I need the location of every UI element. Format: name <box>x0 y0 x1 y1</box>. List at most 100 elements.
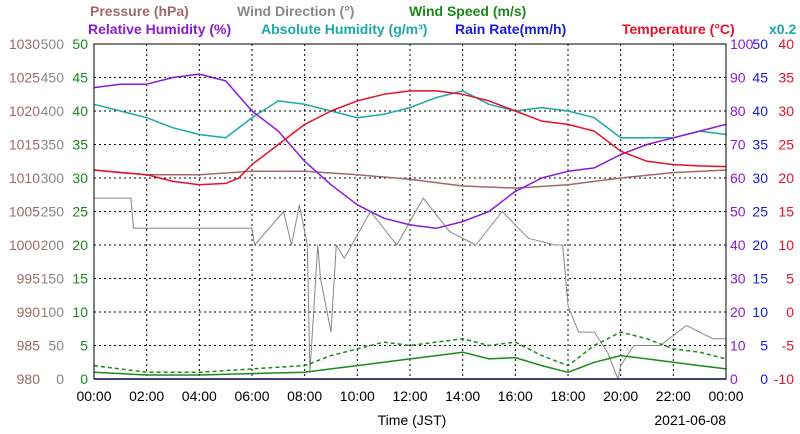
temperature-tick-label: -5 <box>782 338 795 354</box>
legend-rain-rate-mm-h: Rain Rate(mm/h) <box>455 21 566 37</box>
rain-rate-tick-label: 40 <box>752 103 768 119</box>
x-tick-label: 16:00 <box>498 388 533 404</box>
rain-rate-tick-label: 20 <box>752 237 768 253</box>
left-axes: 1030102510201015101010051000995990985980… <box>9 36 88 387</box>
relative-humidity-tick-label: 100 <box>730 36 754 52</box>
series-absolute-humidity-x0-2-g-m <box>93 90 727 139</box>
temperature-tick-label: 20 <box>778 170 794 186</box>
date-label: 2021-06-08 <box>654 412 726 428</box>
wind-speed-tick-label: 0 <box>80 371 88 387</box>
relative-humidity-tick-label: 0 <box>730 371 738 387</box>
wind-speed-tick-label: 20 <box>72 237 88 253</box>
x-tick-label: 12:00 <box>392 388 427 404</box>
rain-rate-tick-label: 0 <box>760 371 768 387</box>
rain-rate-tick-label: 45 <box>752 70 768 86</box>
wind-direction-tick-label: 400 <box>41 103 65 119</box>
wind-speed-tick-label: 40 <box>72 103 88 119</box>
temperature-tick-label: 0 <box>786 304 794 320</box>
legend-absolute-humidity-g-m: Absolute Humidity (g/m³) <box>261 21 427 37</box>
relative-humidity-tick-label: 10 <box>730 338 746 354</box>
temperature-tick-label: 15 <box>778 204 794 220</box>
rain-rate-tick-label: 15 <box>752 271 768 287</box>
wind-speed-tick-label: 5 <box>80 338 88 354</box>
right-axes: 1009080706050403020100504540353025201510… <box>730 36 794 387</box>
pressure-tick-label: 990 <box>17 304 41 320</box>
wind-speed-tick-label: 50 <box>72 36 88 52</box>
temperature-tick-label: 40 <box>778 36 794 52</box>
header-row-1: Pressure (hPa) Wind Direction (°) Wind Spe… <box>90 3 526 19</box>
x-tick-label: 00:00 <box>708 388 743 404</box>
rain-rate-tick-label: 10 <box>752 304 768 320</box>
legend-wind-speed-m-s: Wind Speed (m/s) <box>409 3 526 19</box>
x-axis-label: Time (JST) <box>378 412 447 428</box>
wind-direction-tick-label: 350 <box>41 137 65 153</box>
pressure-tick-label: 980 <box>17 371 41 387</box>
wind-direction-tick-label: 0 <box>56 371 64 387</box>
wind-direction-tick-label: 150 <box>41 271 65 287</box>
rain-rate-tick-label: 50 <box>752 36 768 52</box>
series-wind-speed-gust-m-s <box>93 331 727 374</box>
x-tick-label: 00:00 <box>76 388 111 404</box>
x-tick-label: 02:00 <box>129 388 164 404</box>
wind-speed-tick-label: 15 <box>72 271 88 287</box>
series-wind-direction <box>94 197 726 380</box>
wind-speed-tick-label: 10 <box>72 304 88 320</box>
temperature-tick-label: 5 <box>786 271 794 287</box>
relative-humidity-tick-label: 70 <box>730 137 746 153</box>
wind-speed-tick-label: 30 <box>72 170 88 186</box>
series-pressure-hpa <box>93 169 727 189</box>
x-tick-label: 22:00 <box>656 388 691 404</box>
wind-direction-tick-label: 250 <box>41 204 65 220</box>
legend-pressure-hpa: Pressure (hPa) <box>90 3 189 19</box>
x-tick-label: 04:00 <box>182 388 217 404</box>
wind-direction-tick-label: 450 <box>41 70 65 86</box>
pressure-tick-label: 1005 <box>9 204 40 220</box>
temperature-tick-label: 10 <box>778 237 794 253</box>
legend-x0-2: x0.2 <box>769 21 796 37</box>
x-axis-ticks: 00:00 02:00 04:00 06:00 08:00 10:00 12:00 14:00… <box>76 388 743 404</box>
x-tick-label: 08:00 <box>287 388 322 404</box>
pressure-tick-label: 1020 <box>9 103 40 119</box>
pressure-tick-label: 985 <box>17 338 41 354</box>
legend-temperature-c: Temperature (°C) <box>622 21 735 37</box>
plot-frame <box>93 43 727 380</box>
pressure-tick-label: 995 <box>17 271 41 287</box>
x-tick-label: 10:00 <box>340 388 375 404</box>
pressure-tick-label: 1025 <box>9 70 40 86</box>
wind-speed-tick-label: 35 <box>72 137 88 153</box>
series-wind-speed-m-s <box>93 351 727 376</box>
temperature-tick-label: 35 <box>778 70 794 86</box>
relative-humidity-tick-label: 80 <box>730 103 746 119</box>
wind-direction-tick-label: 50 <box>48 338 64 354</box>
series-temperature-c <box>93 90 727 186</box>
header-row-2: Relative Humidity (%) Absolute Humidity (… <box>88 21 796 37</box>
rain-rate-tick-label: 35 <box>752 137 768 153</box>
temperature-tick-label: 30 <box>778 103 794 119</box>
pressure-tick-label: 1010 <box>9 170 40 186</box>
relative-humidity-tick-label: 40 <box>730 237 746 253</box>
temperature-tick-label: -10 <box>774 371 794 387</box>
wind-speed-tick-label: 45 <box>72 70 88 86</box>
x-tick-label: 18:00 <box>550 388 585 404</box>
x-tick-label: 06:00 <box>234 388 269 404</box>
relative-humidity-tick-label: 90 <box>730 70 746 86</box>
relative-humidity-tick-label: 30 <box>730 271 746 287</box>
relative-humidity-tick-label: 50 <box>730 204 746 220</box>
legend-relative-humidity: Relative Humidity (%) <box>88 21 231 37</box>
x-tick-label: 20:00 <box>603 388 638 404</box>
x-tick-label: 14:00 <box>445 388 480 404</box>
rain-rate-tick-label: 25 <box>752 204 768 220</box>
grid <box>94 44 726 379</box>
pressure-tick-label: 1015 <box>9 137 40 153</box>
relative-humidity-tick-label: 20 <box>730 304 746 320</box>
relative-humidity-tick-label: 60 <box>730 170 746 186</box>
legend-wind-direction: Wind Direction (°) <box>237 3 354 19</box>
pressure-tick-label: 1030 <box>9 36 40 52</box>
wind-direction-tick-label: 300 <box>41 170 65 186</box>
pressure-tick-label: 1000 <box>9 237 40 253</box>
series-relative-humidity <box>93 73 727 230</box>
temperature-tick-label: 25 <box>778 137 794 153</box>
wind-direction-tick-label: 500 <box>41 36 65 52</box>
